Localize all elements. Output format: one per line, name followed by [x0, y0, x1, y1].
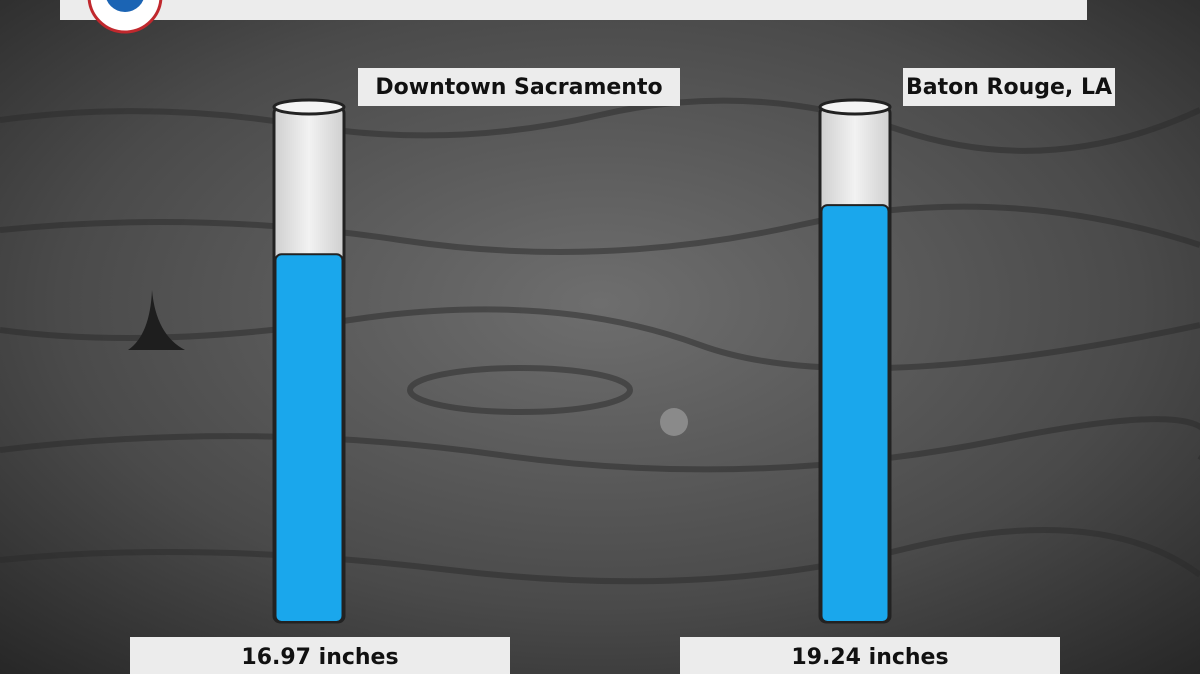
- water-ripples: [0, 97, 1200, 585]
- logo-center: [106, 0, 144, 12]
- logo: [87, 0, 163, 34]
- category-label: Downtown Sacramento: [375, 75, 662, 100]
- splash: [128, 290, 185, 350]
- category-label-box: [903, 68, 1115, 106]
- gauge-rim: [272, 98, 346, 116]
- value-label-box: [130, 637, 510, 674]
- title-banner: [60, 0, 1087, 20]
- value-label-box: [680, 637, 1060, 674]
- category-label: Baton Rouge, LA: [906, 75, 1112, 100]
- droplet: [660, 408, 688, 436]
- bar: [820, 204, 890, 623]
- value-label: 16.97 inches: [241, 645, 398, 670]
- plot-area: Downtown Sacramento 16.97 inches Baton Rou…: [130, 68, 1115, 674]
- gauge-rim: [818, 98, 892, 116]
- category-label-box: [358, 68, 680, 106]
- bar: [274, 253, 344, 623]
- value-label: 19.24 inches: [791, 645, 948, 670]
